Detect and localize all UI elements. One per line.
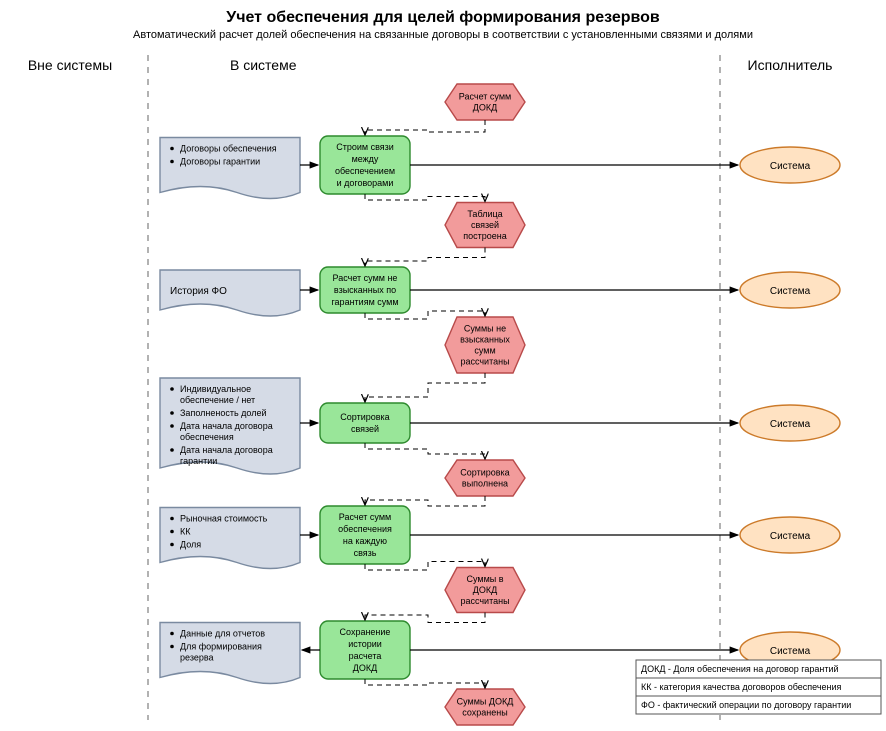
input-3-item: Рыночная стоимость xyxy=(180,514,268,524)
input-2-item: Дата начала договора xyxy=(180,445,273,455)
process-0-label: обеспечением xyxy=(335,166,395,176)
executor-1-label: Система xyxy=(770,286,811,297)
bullet xyxy=(170,632,174,636)
event-top-0-label: ДОКД xyxy=(473,103,497,113)
event-bottom-4-label: сохранены xyxy=(462,708,507,718)
legend-text-1: КК - категория качества договоров обеспе… xyxy=(641,682,842,692)
input-3-item: Доля xyxy=(180,540,201,550)
process-4-label: ДОКД xyxy=(353,663,377,673)
input-2-item: обеспечение / нет xyxy=(180,395,255,405)
event-bottom-3-label: Суммы в xyxy=(466,574,503,584)
process-3-label: связь xyxy=(354,548,377,558)
bullet xyxy=(170,160,174,164)
process-2-label: связей xyxy=(351,424,379,434)
process-3-label: Расчет сумм xyxy=(339,512,391,522)
process-0-label: между xyxy=(352,154,379,164)
header-outside: Вне системы xyxy=(28,57,112,73)
dashed-prev-to-proc-2 xyxy=(365,373,485,401)
input-0-item: Договоры обеспечения xyxy=(180,144,277,154)
input-2-item: обеспечения xyxy=(180,432,234,442)
event-top-0-label: Расчет сумм xyxy=(459,92,511,102)
bullet xyxy=(170,530,174,534)
input-2-item: Заполненость долей xyxy=(180,408,266,418)
process-3-label: обеспечения xyxy=(338,524,392,534)
event-bottom-0-label: построена xyxy=(463,231,507,241)
process-1-label: взысканных по xyxy=(334,285,396,295)
bullet xyxy=(170,424,174,428)
header-inside: В системе xyxy=(230,57,297,73)
bullet xyxy=(170,387,174,391)
input-4-item: резерва xyxy=(180,653,214,663)
executor-3-label: Система xyxy=(770,531,811,542)
executor-4-label: Система xyxy=(770,646,811,657)
process-2 xyxy=(320,403,410,443)
process-4-label: истории xyxy=(348,639,382,649)
event-bottom-1-label: взысканных xyxy=(460,335,510,345)
event-bottom-1-label: сумм xyxy=(474,346,495,356)
event-bottom-3-label: ДОКД xyxy=(473,585,497,595)
bullet xyxy=(170,411,174,415)
input-0-item: Договоры гарантии xyxy=(180,157,260,167)
event-bottom-4-label: Суммы ДОКД xyxy=(457,697,514,707)
event-bottom-1-label: рассчитаны xyxy=(460,357,509,367)
dashed-proc-to-event-0 xyxy=(365,194,485,201)
bullet xyxy=(170,517,174,521)
diagram-title: Учет обеспечения для целей формирования … xyxy=(226,9,660,26)
bullet xyxy=(170,147,174,151)
process-0-label: и договорами xyxy=(337,178,394,188)
bullet xyxy=(170,448,174,452)
process-2-label: Сортировка xyxy=(340,412,389,422)
event-bottom-0-label: Таблица xyxy=(467,209,502,219)
event-bottom-2-label: Сортировка xyxy=(460,468,509,478)
input-2-item: гарантии xyxy=(180,456,217,466)
process-1-label: Расчет сумм не xyxy=(333,273,398,283)
executor-0-label: Система xyxy=(770,161,811,172)
process-4-label: расчета xyxy=(349,651,382,661)
process-3-label: на каждую xyxy=(343,536,387,546)
legend-text-0: ДОКД - Доля обеспечения на договор гаран… xyxy=(641,664,839,674)
dashed-topevent-0 xyxy=(365,120,485,134)
input-4-item: Данные для отчетов xyxy=(180,629,265,639)
process-1-label: гарантиям сумм xyxy=(331,297,398,307)
event-bottom-3-label: рассчитаны xyxy=(460,596,509,606)
flowchart-diagram: Учет обеспечения для целей формирования … xyxy=(0,0,886,731)
bullet xyxy=(170,645,174,649)
event-bottom-1-label: Суммы не xyxy=(464,324,506,334)
process-0-label: Строим связи xyxy=(336,142,394,152)
input-2-item: Дата начала договора xyxy=(180,421,273,431)
header-executor: Исполнитель xyxy=(748,57,833,73)
executor-2-label: Система xyxy=(770,419,811,430)
input-2-item: Индивидуальное xyxy=(180,384,251,394)
input-4-item: Для формирования xyxy=(180,642,262,652)
diagram-subtitle: Автоматический расчет долей обеспечения … xyxy=(133,29,753,41)
input-3-item: КК xyxy=(180,527,191,537)
bullet xyxy=(170,543,174,547)
legend-text-2: ФО - фактический операции по договору га… xyxy=(641,700,851,710)
dashed-prev-to-proc-3 xyxy=(365,496,485,506)
input-1-text: История ФО xyxy=(170,286,227,297)
event-bottom-0-label: связей xyxy=(471,220,499,230)
dashed-proc-to-event-4 xyxy=(365,679,485,687)
event-bottom-2-label: выполнена xyxy=(462,479,508,489)
dashed-proc-to-event-2 xyxy=(365,443,485,458)
process-4-label: Сохранение xyxy=(340,627,391,637)
dashed-prev-to-proc-1 xyxy=(365,248,485,266)
